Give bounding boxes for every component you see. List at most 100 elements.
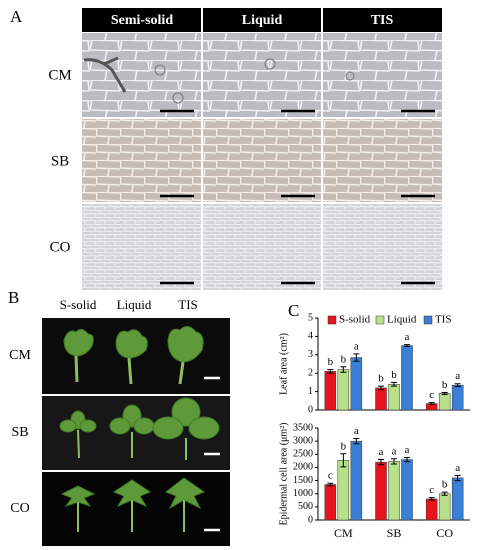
y-tick-label: 5 bbox=[308, 312, 313, 323]
micrograph bbox=[203, 119, 321, 202]
y-tick-label: 1000 bbox=[293, 488, 313, 499]
y-tick-label: 2500 bbox=[293, 449, 313, 460]
error-bar bbox=[378, 385, 384, 391]
micrograph bbox=[82, 119, 201, 202]
bar bbox=[375, 387, 387, 411]
panel-label: B bbox=[8, 288, 19, 307]
row-label: CO bbox=[50, 239, 71, 255]
significance-letter: a bbox=[455, 462, 460, 474]
panel-label: A bbox=[10, 7, 23, 26]
bar bbox=[337, 460, 350, 521]
significance-letter: c bbox=[429, 484, 434, 496]
micrograph bbox=[323, 204, 442, 290]
y-tick-label: 500 bbox=[298, 501, 313, 512]
bar bbox=[401, 345, 413, 411]
y-tick-label: 1 bbox=[308, 386, 313, 397]
row-label: SB bbox=[11, 425, 28, 440]
bar bbox=[438, 393, 451, 411]
trichome bbox=[83, 56, 127, 93]
y-tick-label: 3500 bbox=[293, 422, 313, 433]
significance-letter: a bbox=[379, 446, 384, 458]
significance-letter: a bbox=[405, 331, 410, 343]
significance-letter: b bbox=[378, 373, 384, 385]
row-label: CO bbox=[10, 501, 29, 516]
legend-label: S-solid bbox=[339, 314, 371, 326]
significance-letter: b bbox=[328, 356, 334, 368]
column-label: TIS bbox=[371, 13, 394, 28]
bar bbox=[388, 461, 400, 521]
bar bbox=[350, 440, 363, 521]
error-bar bbox=[428, 402, 435, 405]
header-bar bbox=[82, 8, 442, 32]
micrograph bbox=[323, 33, 442, 117]
significance-letter: c bbox=[328, 470, 333, 482]
scale-bars bbox=[160, 109, 435, 285]
error-bar bbox=[454, 383, 461, 388]
micrograph bbox=[82, 33, 201, 117]
y-tick-label: 0 bbox=[308, 514, 313, 525]
error-bar bbox=[327, 369, 334, 374]
bar bbox=[324, 484, 337, 521]
significance-letter: a bbox=[405, 444, 410, 456]
y-tick-label: 0 bbox=[308, 404, 313, 415]
legend-label: TIS bbox=[435, 314, 452, 326]
x-tick-label: SB bbox=[387, 526, 402, 540]
error-bar bbox=[353, 353, 360, 362]
error-bar bbox=[428, 497, 435, 501]
micrographs bbox=[82, 33, 442, 290]
row-label: CM bbox=[9, 348, 31, 363]
legend-label: Liquid bbox=[387, 314, 417, 326]
significance-letter: b bbox=[341, 353, 347, 365]
bar bbox=[388, 383, 400, 411]
micrograph bbox=[203, 204, 321, 290]
error-bar bbox=[391, 458, 397, 465]
error-bar bbox=[391, 381, 397, 387]
bar bbox=[425, 498, 438, 521]
micrograph bbox=[82, 204, 201, 290]
column-label: Liquid bbox=[117, 297, 152, 312]
y-axis-label: Epidermal cell area (μm²) bbox=[278, 422, 289, 525]
y-axis-label: Leaf area (cm²) bbox=[278, 333, 289, 395]
column-label: TIS bbox=[178, 297, 198, 312]
column-label: Liquid bbox=[242, 13, 283, 28]
stoma bbox=[154, 64, 166, 76]
row-label: CM bbox=[48, 67, 71, 83]
column-label: S-solid bbox=[60, 297, 97, 312]
micrograph bbox=[323, 119, 442, 202]
significance-letter: a bbox=[354, 425, 359, 437]
bar bbox=[324, 371, 337, 411]
error-bar bbox=[454, 474, 461, 482]
legend-swatch bbox=[423, 315, 433, 325]
error-bar bbox=[340, 366, 347, 373]
y-tick-label: 3 bbox=[308, 349, 313, 360]
x-tick-label: CM bbox=[334, 526, 353, 540]
panel-label: C bbox=[288, 301, 299, 320]
bar bbox=[337, 369, 350, 411]
significance-letter: a bbox=[354, 340, 359, 352]
legend-swatch bbox=[375, 315, 385, 325]
error-bar bbox=[441, 392, 448, 395]
significance-letter: a bbox=[455, 370, 460, 382]
significance-letter: b bbox=[442, 379, 448, 391]
column-label: Semi-solid bbox=[111, 13, 173, 28]
significance-letter: b bbox=[341, 440, 347, 452]
y-tick-label: 4 bbox=[308, 331, 313, 342]
error-bar bbox=[404, 456, 410, 463]
error-bar bbox=[441, 491, 448, 496]
error-bar bbox=[404, 344, 410, 348]
stoma bbox=[345, 71, 355, 81]
error-bar bbox=[353, 438, 360, 445]
row-label: SB bbox=[51, 153, 69, 169]
significance-letter: b bbox=[391, 369, 397, 381]
error-bar bbox=[340, 453, 347, 468]
micrograph bbox=[203, 33, 321, 117]
scale-bars bbox=[204, 376, 220, 532]
significance-letter: c bbox=[429, 389, 434, 401]
bar bbox=[401, 459, 413, 521]
bar bbox=[438, 493, 451, 521]
y-tick-label: 1500 bbox=[293, 475, 313, 486]
legend-swatch bbox=[327, 315, 337, 325]
leaves bbox=[59, 326, 220, 532]
bar bbox=[350, 357, 363, 411]
